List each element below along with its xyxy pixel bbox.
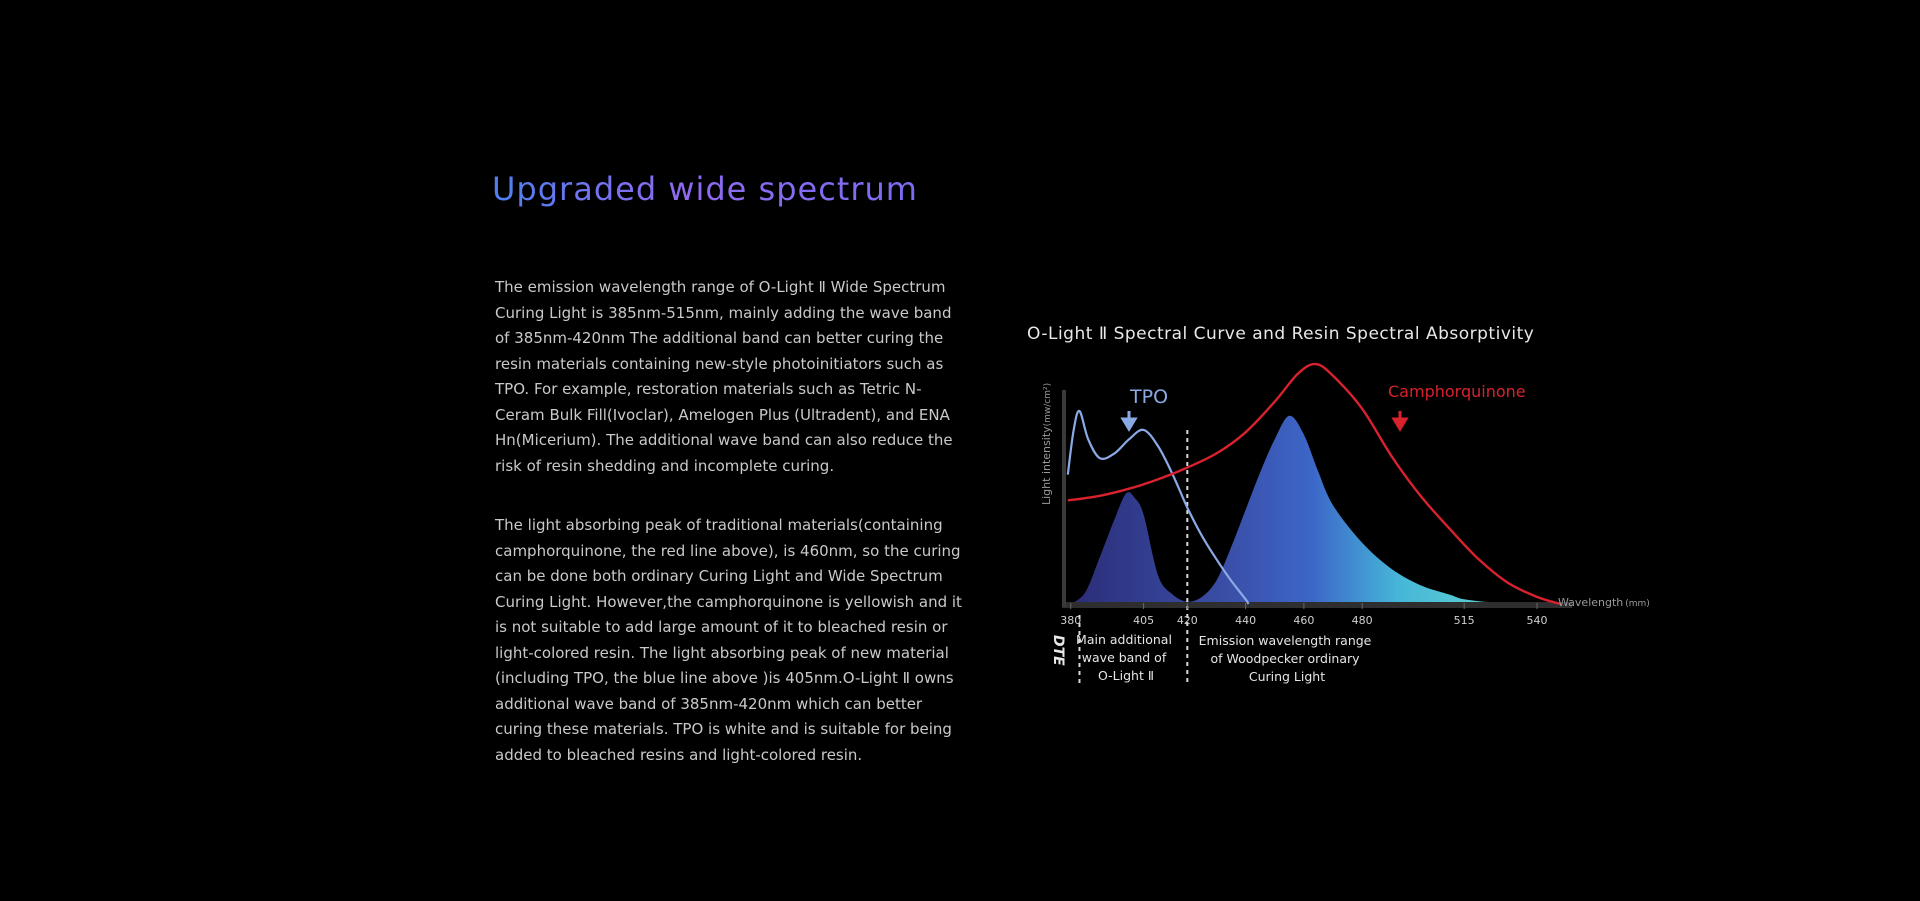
x-tick-label: 515	[1454, 614, 1475, 627]
camphorquinone-annotation: Camphorquinone	[1388, 382, 1526, 401]
x-tick-label: 380	[1060, 614, 1081, 627]
additional-band-label: Main additional wave band of O-Light Ⅱ	[1076, 632, 1176, 683]
x-tick-label: 420	[1177, 614, 1198, 627]
x-tick-label: 480	[1352, 614, 1373, 627]
x-tick-label: 440	[1235, 614, 1256, 627]
spectral-chart: 380 405 420 440 460 480 515 540 Light intensity…	[1040, 362, 1650, 685]
page-title: Upgraded wide spectrum	[492, 170, 918, 208]
tpo-arrow-icon	[1120, 411, 1138, 432]
emission-area	[1070, 415, 1508, 604]
tpo-curve	[1066, 409, 1250, 605]
detail-paragraph: The light absorbing peak of traditional …	[495, 516, 962, 764]
tpo-annotation: TPO	[1129, 386, 1168, 408]
x-axis-line	[1062, 602, 1572, 608]
chart-title: O-Light Ⅱ Spectral Curve and Resin Spect…	[1027, 324, 1535, 344]
x-tick-label: 460	[1293, 614, 1314, 627]
x-tick-label: 405	[1133, 614, 1154, 627]
intro-paragraph: The emission wavelength range of O-Light…	[495, 278, 953, 475]
camphorquinone-curve	[1067, 362, 1561, 606]
y-axis-label: Light intensity(mw/cm²)	[1040, 383, 1053, 505]
dte-logo: DTE	[1050, 635, 1066, 666]
ordinary-range-label: Emission wavelength range of Woodpecker …	[1199, 633, 1376, 684]
x-axis-label: Wavelength (mm)	[1558, 596, 1650, 609]
camphorquinone-arrow-icon	[1391, 411, 1409, 432]
x-tick-label: 540	[1527, 614, 1548, 627]
